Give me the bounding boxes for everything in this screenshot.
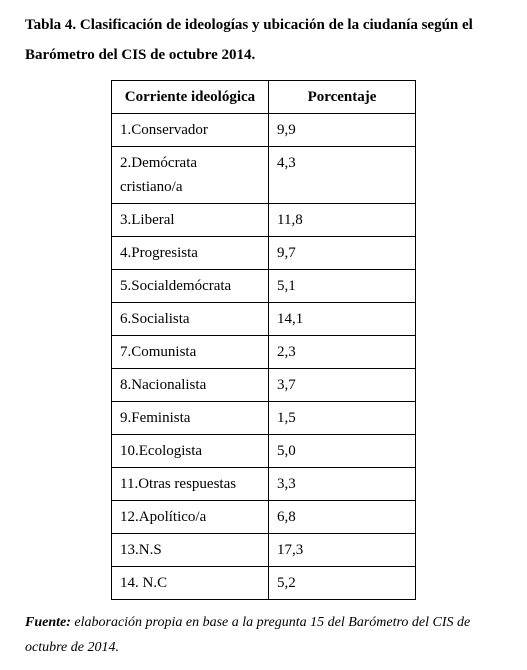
cell-value: 17,3 [269,534,416,567]
cell-label: 1.Conservador [112,114,269,147]
table-source: Fuente: elaboración propia en base a la … [25,610,502,660]
cell-value: 3,7 [269,369,416,402]
cell-label: 5.Socialdemócrata [112,270,269,303]
cell-value: 5,1 [269,270,416,303]
table-row: 7.Comunista2,3 [112,336,416,369]
cell-label: 8.Nacionalista [112,369,269,402]
table-title: Tabla 4. Clasificación de ideologías y u… [25,10,502,70]
cell-value: 14,1 [269,303,416,336]
table-row: 5.Socialdemócrata5,1 [112,270,416,303]
table-row: 14. N.C5,2 [112,567,416,600]
cell-value: 1,5 [269,402,416,435]
cell-label: 6.Socialista [112,303,269,336]
table-row: 6.Socialista14,1 [112,303,416,336]
cell-label: 7.Comunista [112,336,269,369]
header-corriente: Corriente ideológica [112,81,269,114]
cell-label: 10.Ecologista [112,435,269,468]
table-row: 13.N.S17,3 [112,534,416,567]
cell-label: 4.Progresista [112,237,269,270]
table-row: 10.Ecologista5,0 [112,435,416,468]
cell-label: 12.Apolítico/a [112,501,269,534]
cell-label: 13.N.S [112,534,269,567]
cell-label: 3.Liberal [112,204,269,237]
cell-label: 2.Demócrata cristiano/a [112,147,269,204]
ideology-table: Corriente ideológica Porcentaje 1.Conser… [111,80,416,600]
cell-value: 5,0 [269,435,416,468]
cell-value: 2,3 [269,336,416,369]
table-row: 4.Progresista9,7 [112,237,416,270]
cell-value: 3,3 [269,468,416,501]
cell-value: 4,3 [269,147,416,204]
cell-label: 14. N.C [112,567,269,600]
source-text: elaboración propia en base a la pregunta… [25,615,470,655]
cell-value: 6,8 [269,501,416,534]
header-porcentaje: Porcentaje [269,81,416,114]
table-row: 11.Otras respuestas3,3 [112,468,416,501]
source-label: Fuente: [25,615,71,630]
cell-label: 9.Feminista [112,402,269,435]
cell-value: 9,7 [269,237,416,270]
table-row: 8.Nacionalista3,7 [112,369,416,402]
table-row: 1.Conservador9,9 [112,114,416,147]
table-row: 2.Demócrata cristiano/a4,3 [112,147,416,204]
table-row: 3.Liberal11,8 [112,204,416,237]
cell-label: 11.Otras respuestas [112,468,269,501]
cell-value: 5,2 [269,567,416,600]
cell-value: 11,8 [269,204,416,237]
cell-value: 9,9 [269,114,416,147]
table-row: 9.Feminista1,5 [112,402,416,435]
table-row: 12.Apolítico/a6,8 [112,501,416,534]
